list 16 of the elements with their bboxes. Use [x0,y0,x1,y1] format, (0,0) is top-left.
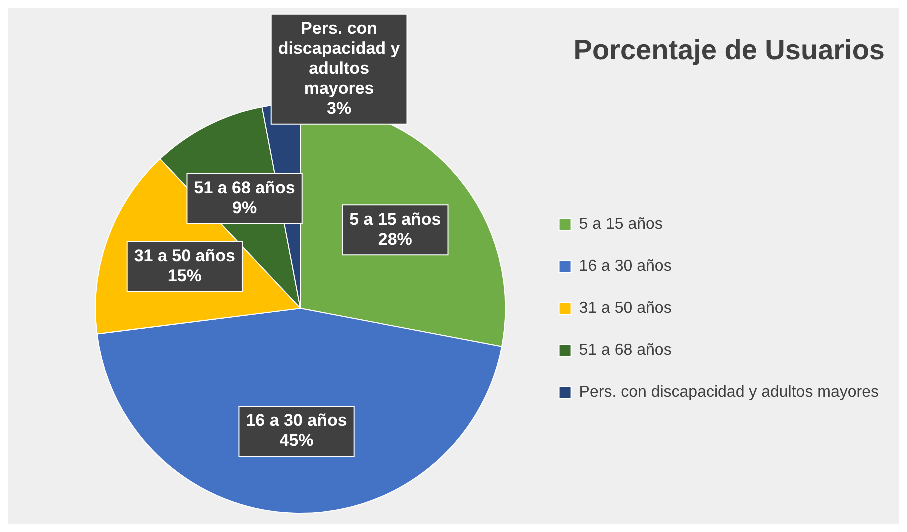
legend-label: 16 a 30 años [579,258,672,275]
data-label: 3% [327,99,352,118]
text: Porcentaje de Usuarios [574,34,885,66]
slice-label: 31 a 50 años [134,246,236,266]
legend-label: 5 a 15 años [579,216,663,233]
legend-label: 51 a 68 años [579,342,672,359]
slice-label: Pers. con discapacidad y adultos mayores [278,19,401,98]
slice-label: 5 a 15 años [350,210,442,229]
slice-label: 51 a 68 años [194,178,296,198]
legend-label: Pers. con discapacidad y adultos mayores [579,384,880,401]
data-label: 45% [280,431,314,450]
slice-label: 16 a 30 años [246,411,348,430]
legend-label: 31 a 50 años [579,300,672,317]
data-label: 28% [378,230,412,249]
data-label: 9% [232,198,258,218]
data-label: 15% [168,266,202,286]
